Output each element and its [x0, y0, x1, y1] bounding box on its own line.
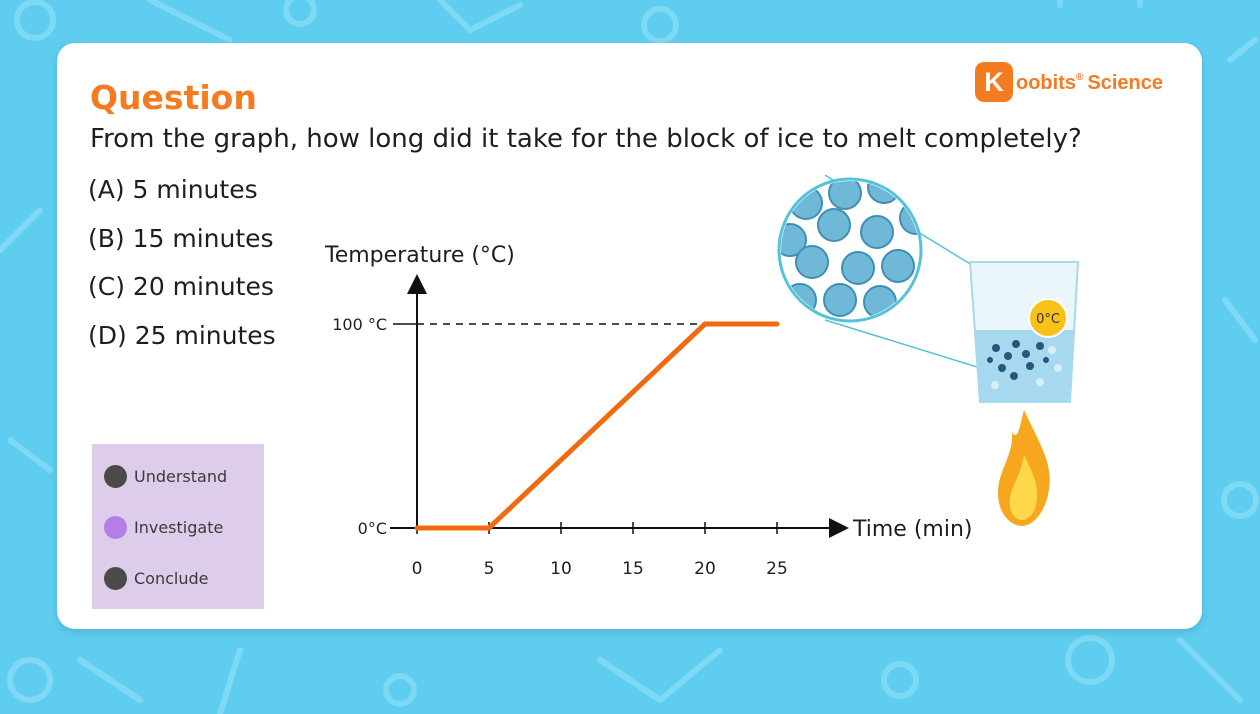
x-tick-label: 5 [484, 559, 495, 579]
series-point [702, 321, 708, 327]
series-line [417, 321, 777, 531]
logo-name: oobits [1016, 72, 1076, 94]
series-point [414, 525, 420, 531]
y-tick-label: 0°C [358, 519, 387, 538]
logo-registered: ® [1076, 72, 1084, 83]
logo-badge: K [975, 62, 1013, 102]
answer-options: (A) 5 minutes (B) 15 minutes (C) 20 minu… [88, 172, 276, 366]
status-dot-icon [104, 566, 127, 590]
flame-icon [998, 410, 1050, 526]
option-a[interactable]: (A) 5 minutes [88, 175, 258, 204]
x-tick-label: 15 [622, 559, 644, 579]
legend-label: Conclude [134, 568, 209, 588]
x-tick-label: 10 [550, 559, 572, 579]
koobits-science-logo: K oobits® Science [975, 62, 1187, 108]
particle-magnifier-icon [777, 174, 1004, 376]
question-heading: Question [90, 78, 257, 117]
option-b[interactable]: (B) 15 minutes [88, 223, 274, 253]
legend-item-conclude: Conclude [104, 566, 208, 590]
option-c[interactable]: (C) 20 minutes [88, 272, 274, 301]
legend-label: Investigate [134, 517, 224, 537]
x-tick-label: 0 [412, 559, 423, 579]
series-point [774, 321, 780, 327]
question-text: From the graph, how long did it take for… [90, 124, 1082, 154]
temperature-badge: 0°C [1028, 298, 1068, 338]
series-point [486, 525, 492, 531]
logo-wordmark: oobits® Science [1016, 72, 1163, 95]
legend-item-investigate: Investigate [104, 515, 223, 539]
status-dot-icon [104, 515, 127, 539]
x-tick-label: 25 [766, 559, 788, 579]
x-axis-label: Time (min) [852, 517, 973, 542]
y-tick-label: 100 °C [332, 315, 387, 334]
legend-label: Understand [134, 466, 228, 486]
progress-legend: Understand Investigate Conclude [92, 444, 264, 609]
status-dot-icon [104, 464, 127, 488]
temperature-badge-text: 0°C [1036, 312, 1060, 327]
x-tick-label: 20 [694, 559, 716, 579]
beaker-icon [968, 261, 1080, 403]
y-axis-label: Temperature (°C) [324, 243, 515, 268]
legend-item-understand: Understand [104, 464, 227, 488]
logo-product: Science [1087, 72, 1163, 94]
option-d[interactable]: (D) 25 minutes [88, 320, 276, 350]
